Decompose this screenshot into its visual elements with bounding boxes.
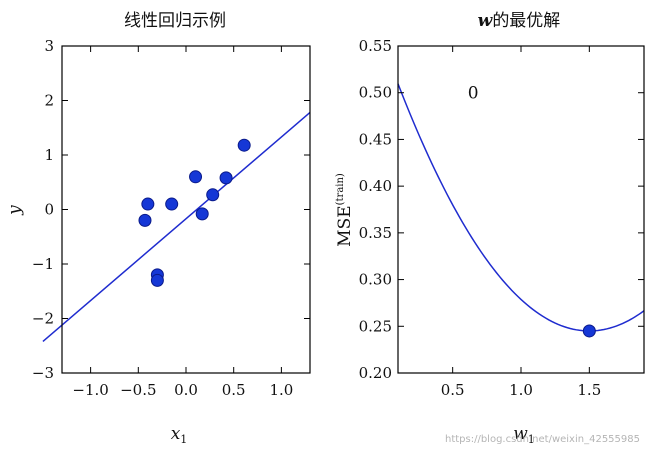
right-ticks: 0.5 1.0 1.5 0.55 0.50 0.45 0.40 0.35 0.30 0.25 0.2… [359, 37, 644, 399]
mse-curve [397, 83, 645, 332]
left-fit-line [42, 111, 311, 342]
left-x-tick-label-2: 0.0 [174, 381, 198, 399]
right-x-axis-label-sub: 1 [528, 433, 535, 446]
watermark-text: https://blog.csdn.net/weixin_42555985 [445, 434, 640, 445]
left-y-tick-label-4: −1 [32, 255, 54, 273]
left-x-axis-label-main: x [171, 424, 181, 444]
left-ticks: −1.0 −0.5 0.0 0.5 1.0 3 2 1 0 −1 −2 −3 [32, 37, 310, 399]
left-chart-title: 线性回归示例 [124, 11, 226, 31]
right-y-tick-label-1: 0.50 [359, 84, 392, 102]
left-x-tick-label-1: −0.5 [120, 381, 156, 399]
right-x-tick-label-2: 1.5 [577, 381, 601, 399]
right-chart-title-w: w [478, 11, 494, 31]
left-y-axis-label: y [5, 205, 25, 216]
right-x-axis-label-main: w [513, 424, 528, 444]
right-y-axis-label-main: MSE [335, 205, 355, 246]
right-y-tick-label-2: 0.45 [359, 130, 392, 148]
left-x-tick-label-4: 1.0 [269, 381, 293, 399]
right-y-tick-label-4: 0.35 [359, 224, 392, 242]
left-x-axis-label-sub: 1 [180, 433, 187, 446]
optimal-w-marker [582, 324, 596, 338]
right-y-tick-label-5: 0.30 [359, 271, 392, 289]
right-plot-content [397, 83, 645, 338]
left-data-point-0 [138, 213, 152, 227]
right-plot-frame [397, 45, 645, 374]
left-data-point-5 [189, 170, 203, 184]
right-y-tick-label-3: 0.40 [359, 177, 392, 195]
left-y-tick-label-0: 3 [44, 37, 54, 55]
right-chart-title: w的最优解 [478, 11, 561, 31]
left-data-point-8 [219, 171, 233, 185]
right-y-axis-label: MSE(train) [335, 173, 355, 247]
left-plot-frame [61, 45, 311, 374]
right-y-axis-label-sup: (train) [335, 173, 346, 205]
left-y-tick-label-6: −3 [32, 364, 54, 382]
left-x-tick-label-0: −1.0 [72, 381, 108, 399]
right-x-tick-label-0: 0.5 [441, 381, 465, 399]
left-data-point-3 [150, 273, 164, 287]
left-data-point-9 [237, 138, 251, 152]
left-y-tick-label-5: −2 [32, 310, 54, 328]
right-y-tick-label-6: 0.25 [359, 317, 392, 335]
right-chart-title-rest: 的最优解 [492, 11, 560, 31]
left-x-tick-label-3: 0.5 [222, 381, 246, 399]
left-data-point-1 [141, 197, 155, 211]
left-x-axis-label: x1 [171, 424, 188, 446]
left-data-point-6 [195, 207, 209, 221]
left-y-tick-label-2: 1 [44, 146, 54, 164]
left-plot-content [42, 111, 311, 342]
right-panel: w的最优解 0.5 1.0 1.50.550.500.450.400.350.300… [335, 11, 645, 446]
left-y-tick-label-3: 0 [44, 201, 54, 219]
right-y-tick-label-7: 0.20 [359, 364, 392, 382]
right-x-axis-label: w1 [513, 424, 535, 446]
right-x-tick-label-1: 1.0 [509, 381, 533, 399]
left-y-tick-label-1: 2 [44, 92, 54, 110]
left-data-point-7 [206, 188, 220, 202]
left-data-point-4 [165, 197, 179, 211]
right-annotation-text: 0 [468, 84, 479, 104]
right-y-tick-label-0: 0.55 [359, 37, 392, 55]
